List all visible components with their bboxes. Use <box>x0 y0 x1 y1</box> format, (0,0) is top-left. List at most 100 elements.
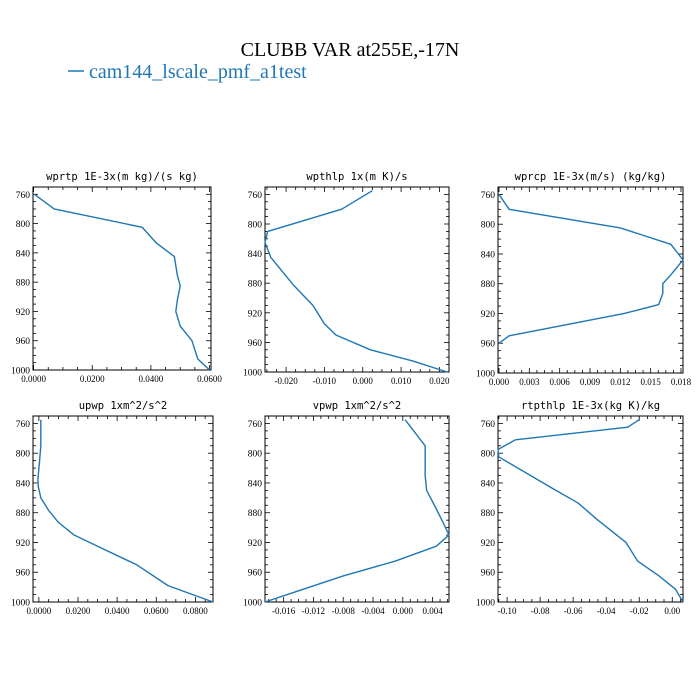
y-tick-label: 960 <box>16 569 31 579</box>
x-tick-label: 0.009 <box>580 377 601 387</box>
panel-title: vpwp 1xm^2/s^2 <box>313 400 402 412</box>
y-tick-label: 880 <box>16 279 31 289</box>
y-tick-label: 1000 <box>476 599 495 609</box>
y-tick-label: 1000 <box>11 599 30 609</box>
panel-grid: wprtp 1E-3x(m kg)/(s kg) 760 800 840 880 920 9… <box>11 171 692 616</box>
y-tick-label: 960 <box>248 569 263 579</box>
x-tick-label: 0.004 <box>422 606 443 616</box>
x-tick-label: 0.0600 <box>197 374 222 384</box>
y-tick-label: 960 <box>481 569 496 579</box>
y-tick-label: 1000 <box>243 599 262 609</box>
x-tick-label: -0.010 <box>313 376 337 386</box>
y-tick-label: 760 <box>16 191 31 201</box>
chart-panel-4: upwp 1xm^2/s^2 760 800 840 880 920 960 10000.00… <box>11 400 214 616</box>
x-tick-label: -0.10 <box>498 606 517 616</box>
series-line <box>498 194 684 344</box>
y-tick-label: 840 <box>16 479 31 489</box>
figure-title: CLUBB VAR at255E,-17N <box>241 39 460 61</box>
x-tick-label: 0.0000 <box>21 374 46 384</box>
chart-panel-1: wprtp 1E-3x(m kg)/(s kg) 760 800 840 880 920 9… <box>11 171 222 384</box>
x-tick-label: 0.000 <box>489 377 510 387</box>
plot-frame <box>497 415 684 603</box>
panel-title: upwp 1xm^2/s^2 <box>79 400 168 412</box>
x-tick-label: -0.020 <box>274 376 298 386</box>
x-tick-label: 0.000 <box>353 376 374 386</box>
x-tick-label: 0.0800 <box>183 606 208 616</box>
y-tick-label: 960 <box>248 339 263 349</box>
x-tick-label: 0.010 <box>391 376 412 386</box>
x-tick-label: 0.012 <box>610 377 630 387</box>
x-tick-label: 0.0400 <box>105 606 130 616</box>
x-tick-label: -0.04 <box>597 606 616 616</box>
x-tick-label: 0.0200 <box>66 606 91 616</box>
x-tick-label: -0.016 <box>272 606 296 616</box>
x-tick-label: -0.08 <box>531 606 550 616</box>
y-tick-label: 760 <box>248 191 263 201</box>
y-tick-label: 920 <box>481 539 496 549</box>
y-tick-label: 800 <box>16 220 31 230</box>
y-tick-label: 800 <box>16 450 31 460</box>
x-tick-label: 0.000 <box>393 606 414 616</box>
plot-frame <box>32 186 212 371</box>
y-tick-label: 920 <box>481 310 496 320</box>
plot-frame <box>264 415 450 603</box>
y-tick-label: 800 <box>248 450 263 460</box>
x-tick-label: 0.0200 <box>80 374 105 384</box>
panel-title: wprtp 1E-3x(m kg)/(s kg) <box>46 171 198 183</box>
y-tick-label: 760 <box>248 420 263 430</box>
legend-label: cam144_lscale_pmf_a1test <box>89 61 307 83</box>
y-tick-label: 1000 <box>11 367 30 377</box>
x-tick-label: 0.0400 <box>139 374 164 384</box>
x-tick-label: -0.06 <box>564 606 583 616</box>
chart-panel-5: vpwp 1xm^2/s^2 760 800 840 880 920 960 1000 -0.0… <box>243 400 450 616</box>
x-tick-label: 0.020 <box>429 376 450 386</box>
x-tick-label: 0.0000 <box>26 606 51 616</box>
x-tick-label: -0.008 <box>332 606 356 616</box>
y-tick-label: 880 <box>248 509 263 519</box>
y-tick-label: 920 <box>16 308 31 318</box>
x-tick-label: 0.00 <box>664 606 680 616</box>
y-tick-label: 760 <box>16 420 31 430</box>
panel-title: wprcp 1E-3x(m/s) (kg/kg) <box>515 171 667 183</box>
y-tick-label: 920 <box>248 539 263 549</box>
panel-title: wpthlp 1x(m K)/s <box>306 171 407 183</box>
y-tick-label: 1000 <box>476 370 495 380</box>
y-tick-label: 960 <box>16 337 31 347</box>
y-tick-label: 880 <box>248 280 263 290</box>
y-tick-label: 1000 <box>243 369 262 379</box>
y-tick-label: 760 <box>481 191 496 201</box>
series-line <box>497 419 684 603</box>
y-tick-label: 920 <box>16 539 31 549</box>
chart-panel-3: wprcp 1E-3x(m/s) (kg/kg) 760 800 840 880 920 9… <box>476 171 692 387</box>
x-tick-label: -0.012 <box>302 606 325 616</box>
x-tick-label: -0.02 <box>630 606 649 616</box>
y-tick-label: 960 <box>481 340 496 350</box>
y-tick-label: 840 <box>248 479 263 489</box>
x-tick-label: 0.0600 <box>144 606 169 616</box>
y-tick-label: 880 <box>481 509 496 519</box>
y-tick-label: 800 <box>481 221 496 231</box>
y-tick-label: 760 <box>481 420 496 430</box>
series-line <box>264 419 450 603</box>
plot-frame <box>497 186 684 374</box>
plot-frame <box>264 186 450 373</box>
y-tick-label: 800 <box>248 221 263 231</box>
y-tick-label: 840 <box>481 250 496 260</box>
x-tick-label: -0.004 <box>361 606 385 616</box>
y-tick-label: 920 <box>248 309 263 319</box>
y-tick-label: 840 <box>481 479 496 489</box>
y-tick-label: 880 <box>481 280 496 290</box>
x-tick-label: 0.018 <box>671 377 692 387</box>
x-tick-label: 0.003 <box>519 377 540 387</box>
chart-panel-6: rtpthlp 1E-3x(kg K)/kg 760 800 840 880 920 960… <box>476 400 684 616</box>
plot-frame <box>32 415 214 603</box>
series-line <box>34 193 211 371</box>
x-tick-label: 0.006 <box>550 377 571 387</box>
panel-title: rtpthlp 1E-3x(kg K)/kg <box>521 400 660 412</box>
series-line <box>264 190 448 373</box>
series-line <box>37 419 214 603</box>
x-tick-label: 0.015 <box>641 377 662 387</box>
y-tick-label: 880 <box>16 509 31 519</box>
y-tick-label: 840 <box>16 249 31 259</box>
